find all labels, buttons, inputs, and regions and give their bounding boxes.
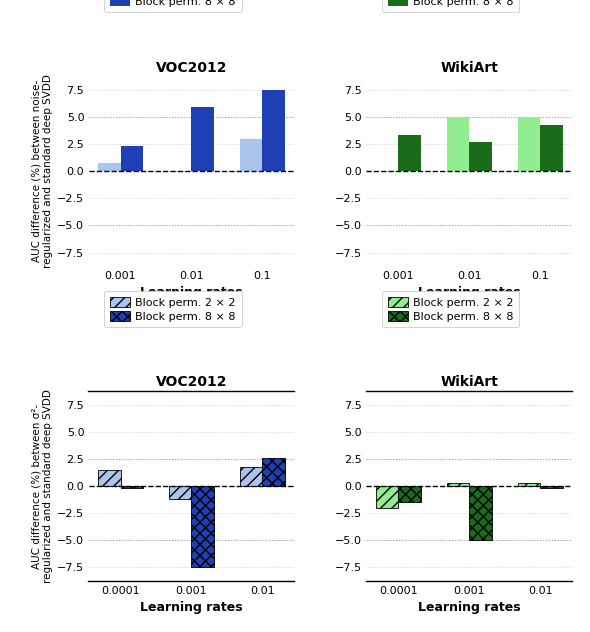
Y-axis label: AUC difference (%) between noise-
regularized and standard deep SVDD: AUC difference (%) between noise- regula… — [31, 75, 53, 268]
Bar — [376, 486, 398, 507]
Bar — [191, 107, 214, 171]
Y-axis label: AUC difference (%) between σ²-
regularized and standard deep SVDD: AUC difference (%) between σ²- regulariz… — [31, 389, 53, 583]
Bar — [263, 90, 285, 171]
Bar — [191, 486, 214, 568]
Bar — [398, 486, 421, 502]
Legend: Block perm. 2 × 2, Block perm. 8 × 8: Block perm. 2 × 2, Block perm. 8 × 8 — [104, 0, 241, 13]
Bar — [447, 483, 470, 486]
Bar — [169, 171, 191, 173]
X-axis label: Learning rates: Learning rates — [140, 601, 242, 614]
Title: WikiArt: WikiArt — [440, 375, 499, 389]
Bar — [240, 466, 263, 486]
X-axis label: Learning rates: Learning rates — [418, 286, 521, 300]
X-axis label: Learning rates: Learning rates — [418, 601, 521, 614]
Bar — [470, 142, 492, 171]
Bar — [120, 486, 143, 488]
Title: WikiArt: WikiArt — [440, 61, 499, 75]
Legend: Block perm. 2 × 2, Block perm. 8 × 8: Block perm. 2 × 2, Block perm. 8 × 8 — [382, 291, 519, 327]
Bar — [98, 162, 120, 171]
Bar — [120, 146, 143, 171]
Bar — [540, 125, 563, 171]
Title: VOC2012: VOC2012 — [156, 375, 227, 389]
Bar — [540, 486, 563, 488]
Legend: Block perm. 2 × 2, Block perm. 8 × 8: Block perm. 2 × 2, Block perm. 8 × 8 — [382, 0, 519, 13]
Bar — [240, 138, 263, 171]
Bar — [398, 135, 421, 171]
Bar — [470, 486, 492, 540]
Legend: Block perm. 2 × 2, Block perm. 8 × 8: Block perm. 2 × 2, Block perm. 8 × 8 — [104, 291, 241, 327]
Bar — [169, 486, 191, 499]
Bar — [263, 458, 285, 486]
Bar — [447, 117, 470, 171]
Bar — [517, 483, 540, 486]
Bar — [517, 117, 540, 171]
Title: VOC2012: VOC2012 — [156, 61, 227, 75]
Bar — [98, 470, 120, 486]
X-axis label: Learning rates: Learning rates — [140, 286, 242, 300]
